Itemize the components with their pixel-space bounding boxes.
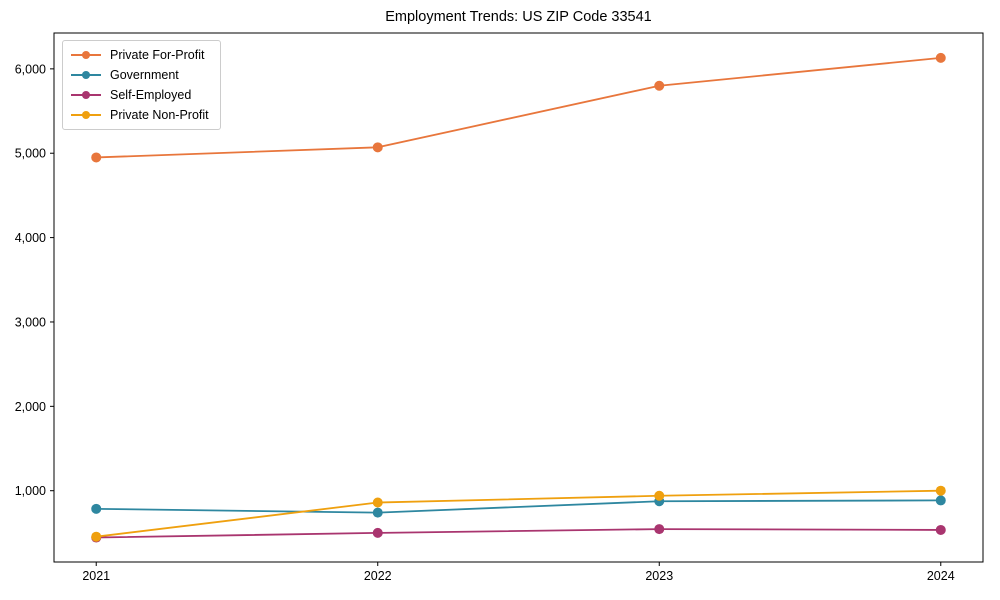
y-tick-label: 3,000 <box>15 315 46 329</box>
series-line <box>96 528 941 539</box>
y-tick-label: 1,000 <box>15 484 46 498</box>
line-marker-icon <box>71 50 101 60</box>
legend-label: Private Non-Profit <box>110 108 209 122</box>
data-point-marker <box>935 52 946 63</box>
legend-item-self-employed: Self-Employed <box>71 88 209 102</box>
y-tick-label: 4,000 <box>15 231 46 245</box>
legend-item-private-for-profit: Private For-Profit <box>71 48 209 62</box>
series-line <box>96 499 941 514</box>
data-point-marker <box>91 531 102 542</box>
chart-title: Employment Trends: US ZIP Code 33541 <box>385 9 652 25</box>
data-point-marker <box>654 524 665 535</box>
data-point-marker <box>935 495 946 506</box>
line-marker-icon <box>71 90 101 100</box>
data-point-marker <box>935 485 946 496</box>
data-point-marker <box>91 152 102 163</box>
legend-label: Private For-Profit <box>110 48 205 62</box>
data-point-marker <box>372 497 383 508</box>
legend-item-private-non-profit: Private Non-Profit <box>71 108 209 122</box>
data-point-marker <box>372 527 383 538</box>
series-line <box>96 56 941 159</box>
data-point-marker <box>935 524 946 535</box>
x-tick-label: 2024 <box>927 569 955 583</box>
y-tick-label: 2,000 <box>15 400 46 414</box>
data-point-marker <box>91 503 102 514</box>
x-tick-label: 2022 <box>364 569 392 583</box>
legend: Private For-Profit Government Self-Emplo… <box>62 40 221 130</box>
legend-label: Self-Employed <box>110 88 192 102</box>
y-tick-label: 6,000 <box>15 62 46 76</box>
data-point-marker <box>372 507 383 518</box>
data-point-marker <box>372 142 383 153</box>
x-tick-label: 2023 <box>645 569 673 583</box>
axes-frame <box>53 32 984 563</box>
series-line <box>96 489 941 538</box>
x-tick-label: 2021 <box>82 569 110 583</box>
legend-item-government: Government <box>71 68 209 82</box>
y-tick-label: 5,000 <box>15 147 46 161</box>
line-marker-icon <box>71 70 101 80</box>
legend-label: Government <box>110 68 179 82</box>
data-point-marker <box>654 80 665 91</box>
data-point-marker <box>654 490 665 501</box>
line-marker-icon <box>71 110 101 120</box>
